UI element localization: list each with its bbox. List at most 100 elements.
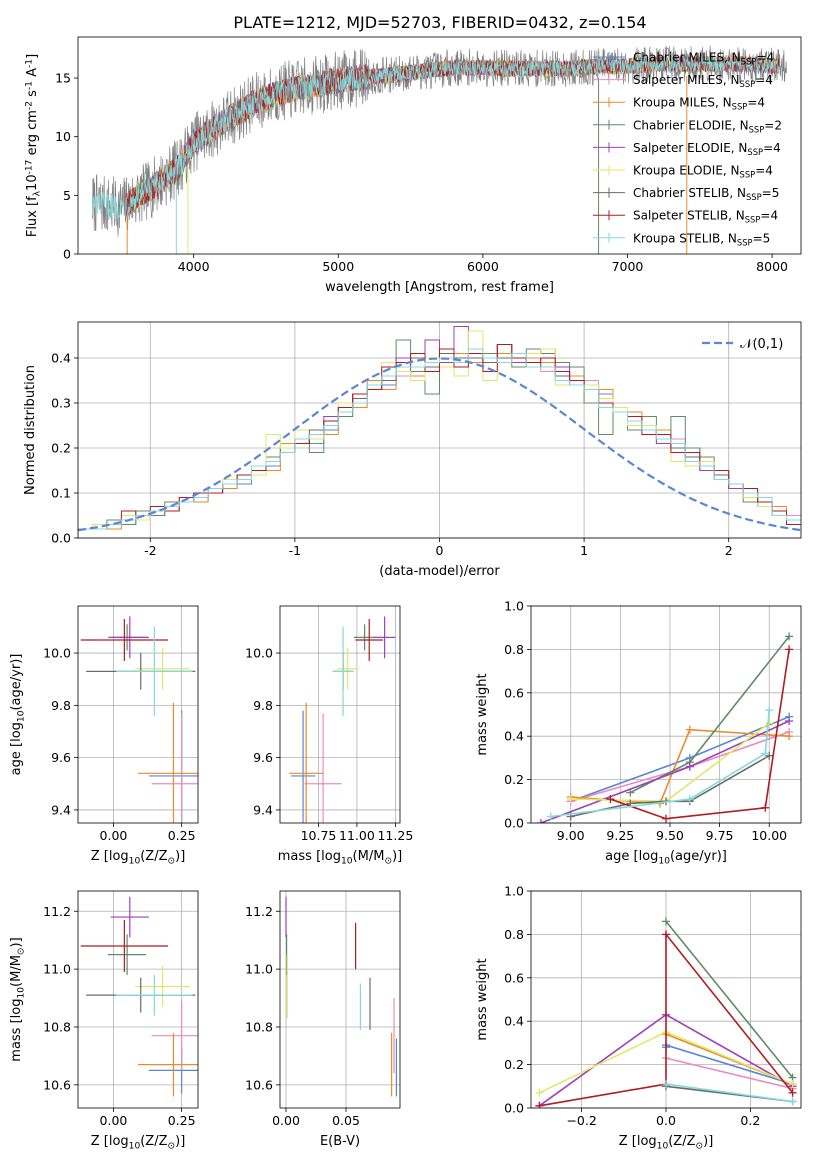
x-tick-label: -2 [144,543,156,558]
y-axis-label: mass weight [475,958,490,1040]
x-tick-label: 0 [436,543,444,558]
x-tick-label: 7000 [612,259,644,274]
x-axis-label: E(B-V) [320,1134,360,1149]
y-tick-label: 0.4 [51,351,71,366]
panel-weight-vs-Z: −0.2 0.0 0.2 0.0 0.2 0.4 0.6 0.8 1.0 Z [log10(Z/Z… [475,884,802,1151]
y-axis-label: mass weight [475,673,490,755]
y-tick-label: 11.0 [245,962,273,977]
axes-frame [77,321,802,539]
y-tick-label: 0.3 [51,396,71,411]
y-tick-label: 10.0 [43,646,71,661]
y-tick-label: 15 [55,71,71,86]
x-tick-label: 11.00 [339,828,375,843]
legend-label: 𝒩(0,1) [740,337,783,352]
x-axis-label: mass [log10(M/M⊙)] [278,849,402,866]
y-tick-label: 0.6 [504,970,524,985]
histogram-step [78,348,801,538]
x-tick-label: −0.2 [566,1113,596,1128]
legend-label: Chabrier MILES, NSSP=4 [633,51,774,67]
y-tick-label: 0.4 [504,1014,524,1029]
x-tick-label: 2 [725,543,733,558]
axes-frame [77,36,802,255]
y-tick-label: 9.4 [253,802,273,817]
x-tick-label: 0.00 [100,828,128,843]
x-tick-label: 10.75 [301,828,337,843]
panel-mass-vs-Z: 0.00 0.25 10.6 10.8 11.0 11.2 Z [log10(Z/Z⊙)] m… [9,890,199,1151]
axes-frame [530,605,802,824]
y-tick-label: 0.8 [504,927,524,942]
plot-area [536,632,794,823]
plot-area [92,45,787,254]
legend-label: Salpeter STELIB, NSSP=4 [633,209,778,225]
y-tick-label: 5 [63,188,71,203]
x-tick-label: 8000 [756,259,788,274]
y-tick-label: 11.2 [43,904,71,919]
x-tick-label: 6000 [467,259,499,274]
panel-spectrum: 4000 5000 6000 7000 8000 0 5 10 15 wavelength [An… [24,36,802,295]
panel-weight-vs-age: 9.00 9.25 9.50 9.75 10.00 0.0 0.2 0.4 0.6 0.8 1.0 a… [475,599,802,866]
plot-area [289,616,396,823]
plot-area [78,326,801,538]
x-axis-label: Z [log10(Z/Z⊙)] [91,1134,186,1151]
y-tick-label: 1.0 [504,884,524,899]
y-tick-label: 10.8 [245,1019,273,1034]
normal-curve [78,357,801,532]
legend-label: Kroupa ELODIE, NSSP=4 [633,164,773,180]
y-tick-label: 9.6 [253,750,273,765]
y-tick-label: 0 [63,247,71,262]
axes-frame [279,890,401,1109]
x-tick-label: 1 [580,543,588,558]
y-tick-label: 0.2 [51,441,71,456]
x-axis-label: (data-model)/error [379,564,500,579]
y-axis-label: Flux [fλ10-17 erg cm-2 s-1 A-1] [24,54,42,237]
legend-label: Chabrier ELODIE, NSSP=2 [633,118,782,134]
y-axis-label: mass [log10(M/M⊙)] [9,937,26,1061]
axes-frame [77,605,199,824]
y-tick-label: 0.8 [504,642,524,657]
x-tick-label: 0.25 [168,1113,196,1128]
y-tick-label: 9.8 [253,698,273,713]
y-tick-label: 0.0 [504,1101,524,1116]
x-tick-label: 4000 [178,259,210,274]
y-tick-label: 10.6 [245,1077,273,1092]
legend-label: Salpeter ELODIE, NSSP=4 [633,141,781,157]
legend-label: Chabrier STELIB, NSSP=5 [633,186,779,202]
x-tick-label: 11.25 [377,828,413,843]
plot-area [80,616,198,823]
x-tick-label: 0.00 [272,1113,300,1128]
y-tick-label: 10 [55,129,71,144]
legend-label: Salpeter MILES, NSSP=4 [633,73,773,89]
x-tick-label: -1 [289,543,301,558]
histogram-step [78,344,801,538]
axes-frame [279,605,401,824]
x-tick-label: 9.25 [606,828,634,843]
y-tick-label: 9.6 [51,750,71,765]
x-tick-label: 10.00 [751,828,787,843]
spectrum-line [92,55,780,220]
plot-area [285,896,397,1097]
x-tick-label: 5000 [322,259,354,274]
axes-frame [77,890,199,1109]
y-tick-label: 0.1 [51,486,71,501]
plot-area [80,896,198,1097]
y-tick-label: 0.4 [504,729,524,744]
y-tick-label: 0.6 [504,685,524,700]
panel-age-vs-Z: 0.00 0.25 9.4 9.6 9.8 10.0 Z [log10(Z/Z⊙)] age … [9,605,199,866]
y-tick-label: 11.0 [43,962,71,977]
x-tick-label: 0.2 [740,1113,760,1128]
weight-line [610,649,790,820]
figure-title: PLATE=1212, MJD=52703, FIBERID=0432, z=0… [233,13,646,32]
y-tick-label: 10.6 [43,1077,71,1092]
y-tick-label: 10.8 [43,1019,71,1034]
y-tick-label: 9.4 [51,802,71,817]
x-tick-label: 0.00 [100,1113,128,1128]
plot-area [535,917,797,1108]
legend-label: Kroupa STELIB, NSSP=5 [633,231,770,247]
y-tick-label: 9.8 [51,698,71,713]
panel-mass-vs-ebv: 0.00 0.05 10.6 10.8 11.0 11.2 E(B-V) [245,890,401,1149]
x-tick-label: 0.0 [656,1113,676,1128]
legend-label: Kroupa MILES, NSSP=4 [633,96,765,112]
x-tick-label: 9.50 [656,828,684,843]
x-tick-label: 0.05 [332,1113,360,1128]
